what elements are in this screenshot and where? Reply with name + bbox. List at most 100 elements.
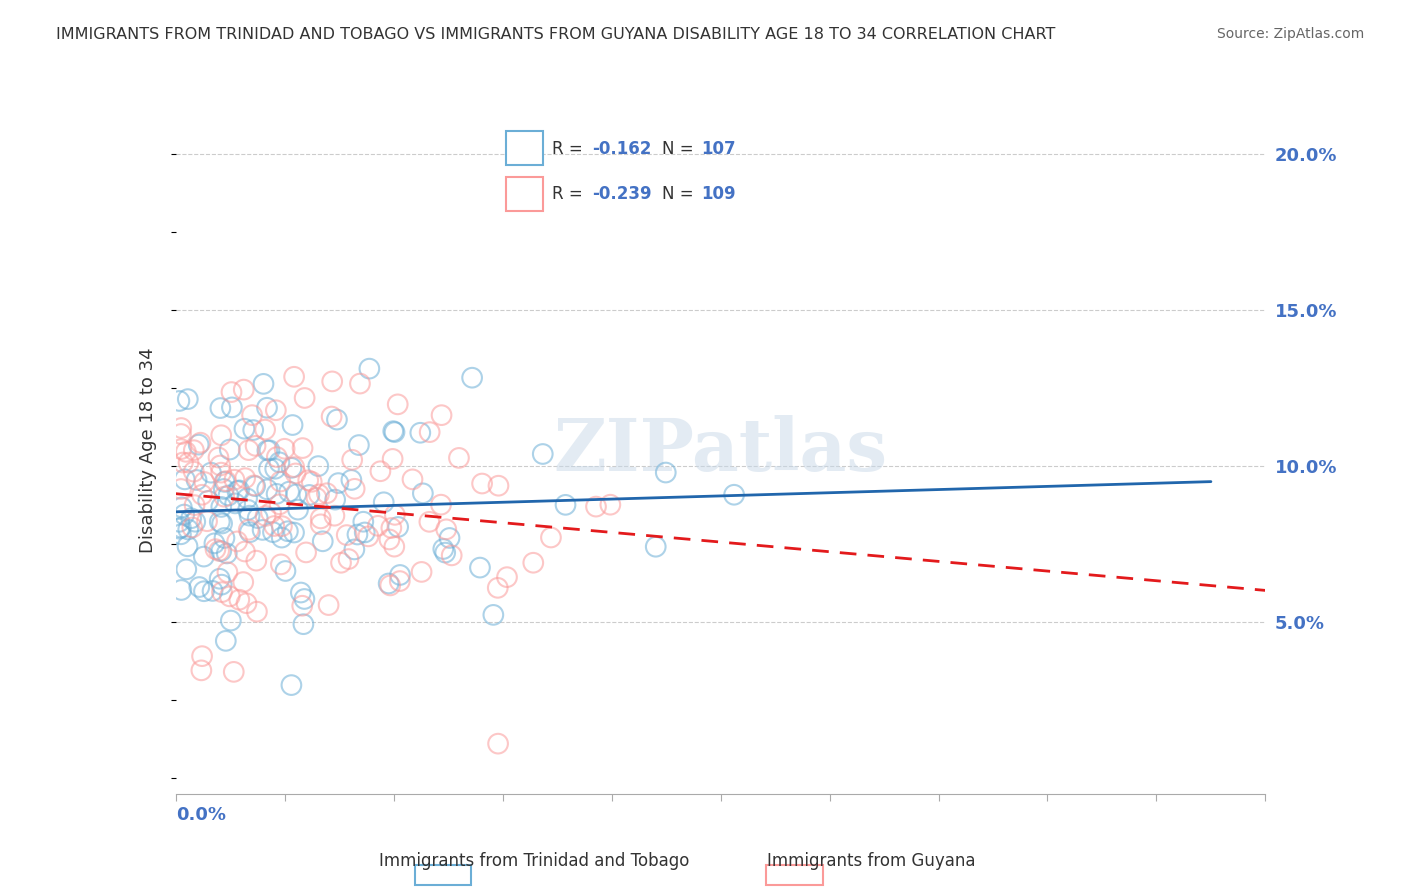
Immigrants from Trinidad and Tobago	[655, 466, 678, 480]
Immigrants from Guyana	[486, 581, 509, 595]
Immigrants from Trinidad and Tobago	[343, 542, 366, 557]
Immigrants from Guyana	[195, 514, 218, 528]
Immigrants from Trinidad and Tobago	[177, 392, 200, 406]
Immigrants from Trinidad and Tobago	[208, 572, 231, 586]
Immigrants from Trinidad and Tobago	[432, 541, 454, 556]
Immigrants from Trinidad and Tobago	[176, 562, 198, 576]
Immigrants from Trinidad and Tobago	[219, 614, 242, 628]
Immigrants from Trinidad and Tobago	[170, 582, 193, 597]
Immigrants from Guyana	[496, 570, 519, 584]
Immigrants from Trinidad and Tobago	[169, 522, 191, 536]
Text: 0.0%: 0.0%	[176, 806, 226, 824]
Immigrants from Trinidad and Tobago	[180, 511, 202, 525]
Immigrants from Guyana	[321, 375, 343, 389]
Immigrants from Guyana	[321, 409, 343, 424]
Immigrants from Guyana	[190, 664, 212, 678]
Immigrants from Trinidad and Tobago	[278, 484, 301, 499]
Immigrants from Trinidad and Tobago	[212, 482, 235, 496]
Immigrants from Trinidad and Tobago	[184, 515, 207, 529]
Immigrants from Guyana	[183, 498, 205, 512]
Text: IMMIGRANTS FROM TRINIDAD AND TOBAGO VS IMMIGRANTS FROM GUYANA DISABILITY AGE 18 : IMMIGRANTS FROM TRINIDAD AND TOBAGO VS I…	[56, 27, 1056, 42]
Immigrants from Guyana	[336, 528, 359, 542]
Immigrants from Trinidad and Tobago	[269, 455, 291, 469]
Immigrants from Trinidad and Tobago	[200, 466, 222, 480]
Immigrants from Trinidad and Tobago	[283, 525, 305, 540]
Immigrants from Guyana	[284, 467, 307, 481]
Immigrants from Trinidad and Tobago	[228, 483, 250, 498]
Immigrants from Trinidad and Tobago	[233, 422, 256, 436]
Immigrants from Trinidad and Tobago	[256, 443, 278, 458]
Immigrants from Trinidad and Tobago	[242, 423, 264, 437]
Immigrants from Trinidad and Tobago	[177, 523, 200, 537]
Immigrants from Trinidad and Tobago	[239, 508, 262, 523]
Immigrants from Guyana	[232, 383, 254, 397]
Immigrants from Trinidad and Tobago	[214, 531, 236, 545]
Immigrants from Trinidad and Tobago	[323, 492, 346, 507]
Immigrants from Guyana	[388, 574, 411, 588]
Immigrants from Guyana	[305, 491, 328, 505]
Immigrants from Trinidad and Tobago	[169, 393, 191, 408]
Immigrants from Guyana	[232, 575, 254, 590]
Immigrants from Trinidad and Tobago	[280, 678, 302, 692]
Immigrants from Guyana	[174, 445, 197, 459]
Immigrants from Trinidad and Tobago	[188, 580, 211, 594]
Immigrants from Guyana	[209, 428, 232, 442]
Immigrants from Trinidad and Tobago	[274, 564, 297, 578]
Immigrants from Guyana	[214, 490, 236, 504]
Immigrants from Trinidad and Tobago	[389, 568, 412, 582]
Immigrants from Guyana	[170, 427, 193, 442]
Immigrants from Trinidad and Tobago	[387, 520, 409, 534]
Immigrants from Trinidad and Tobago	[384, 425, 406, 439]
Immigrants from Trinidad and Tobago	[215, 546, 238, 560]
Immigrants from Guyana	[243, 478, 266, 492]
Immigrants from Guyana	[447, 450, 470, 465]
Immigrants from Trinidad and Tobago	[340, 473, 363, 487]
Immigrants from Trinidad and Tobago	[259, 443, 281, 458]
Immigrants from Trinidad and Tobago	[201, 583, 224, 598]
Immigrants from Guyana	[217, 566, 239, 580]
Immigrants from Trinidad and Tobago	[352, 515, 374, 529]
Immigrants from Guyana	[585, 500, 607, 514]
Immigrants from Trinidad and Tobago	[373, 495, 395, 509]
Immigrants from Trinidad and Tobago	[287, 502, 309, 516]
Immigrants from Guyana	[240, 408, 263, 422]
Immigrants from Guyana	[430, 408, 453, 422]
Immigrants from Trinidad and Tobago	[346, 527, 368, 541]
Immigrants from Guyana	[222, 665, 245, 679]
Immigrants from Guyana	[387, 397, 409, 411]
Immigrants from Guyana	[233, 544, 256, 558]
Immigrants from Trinidad and Tobago	[211, 577, 233, 591]
Immigrants from Guyana	[254, 423, 277, 437]
Text: Source: ZipAtlas.com: Source: ZipAtlas.com	[1216, 27, 1364, 41]
Immigrants from Guyana	[522, 556, 544, 570]
Immigrants from Guyana	[191, 488, 214, 502]
Immigrants from Guyana	[263, 519, 285, 533]
Immigrants from Guyana	[238, 523, 260, 537]
Immigrants from Trinidad and Tobago	[226, 483, 249, 498]
Immigrants from Guyana	[471, 476, 494, 491]
Immigrants from Trinidad and Tobago	[439, 531, 461, 545]
Immigrants from Guyana	[246, 605, 269, 619]
Immigrants from Trinidad and Tobago	[187, 437, 209, 451]
Immigrants from Trinidad and Tobago	[531, 447, 554, 461]
Immigrants from Guyana	[340, 452, 363, 467]
Immigrants from Guyana	[172, 456, 194, 470]
Immigrants from Trinidad and Tobago	[292, 617, 315, 632]
Immigrants from Trinidad and Tobago	[298, 488, 321, 502]
Immigrants from Trinidad and Tobago	[215, 633, 238, 648]
Immigrants from Guyana	[181, 520, 204, 534]
Immigrants from Trinidad and Tobago	[256, 401, 278, 415]
Immigrants from Trinidad and Tobago	[644, 540, 666, 554]
Immigrants from Guyana	[367, 518, 389, 533]
Immigrants from Guyana	[226, 534, 249, 549]
Immigrants from Trinidad and Tobago	[353, 525, 375, 540]
Y-axis label: Disability Age 18 to 34: Disability Age 18 to 34	[139, 348, 157, 553]
Immigrants from Trinidad and Tobago	[285, 487, 308, 501]
Immigrants from Trinidad and Tobago	[280, 460, 302, 475]
Immigrants from Guyana	[209, 466, 232, 480]
Immigrants from Trinidad and Tobago	[218, 442, 240, 457]
Immigrants from Guyana	[271, 519, 294, 533]
Immigrants from Guyana	[323, 508, 346, 523]
Immigrants from Guyana	[318, 598, 340, 612]
Immigrants from Guyana	[599, 498, 621, 512]
